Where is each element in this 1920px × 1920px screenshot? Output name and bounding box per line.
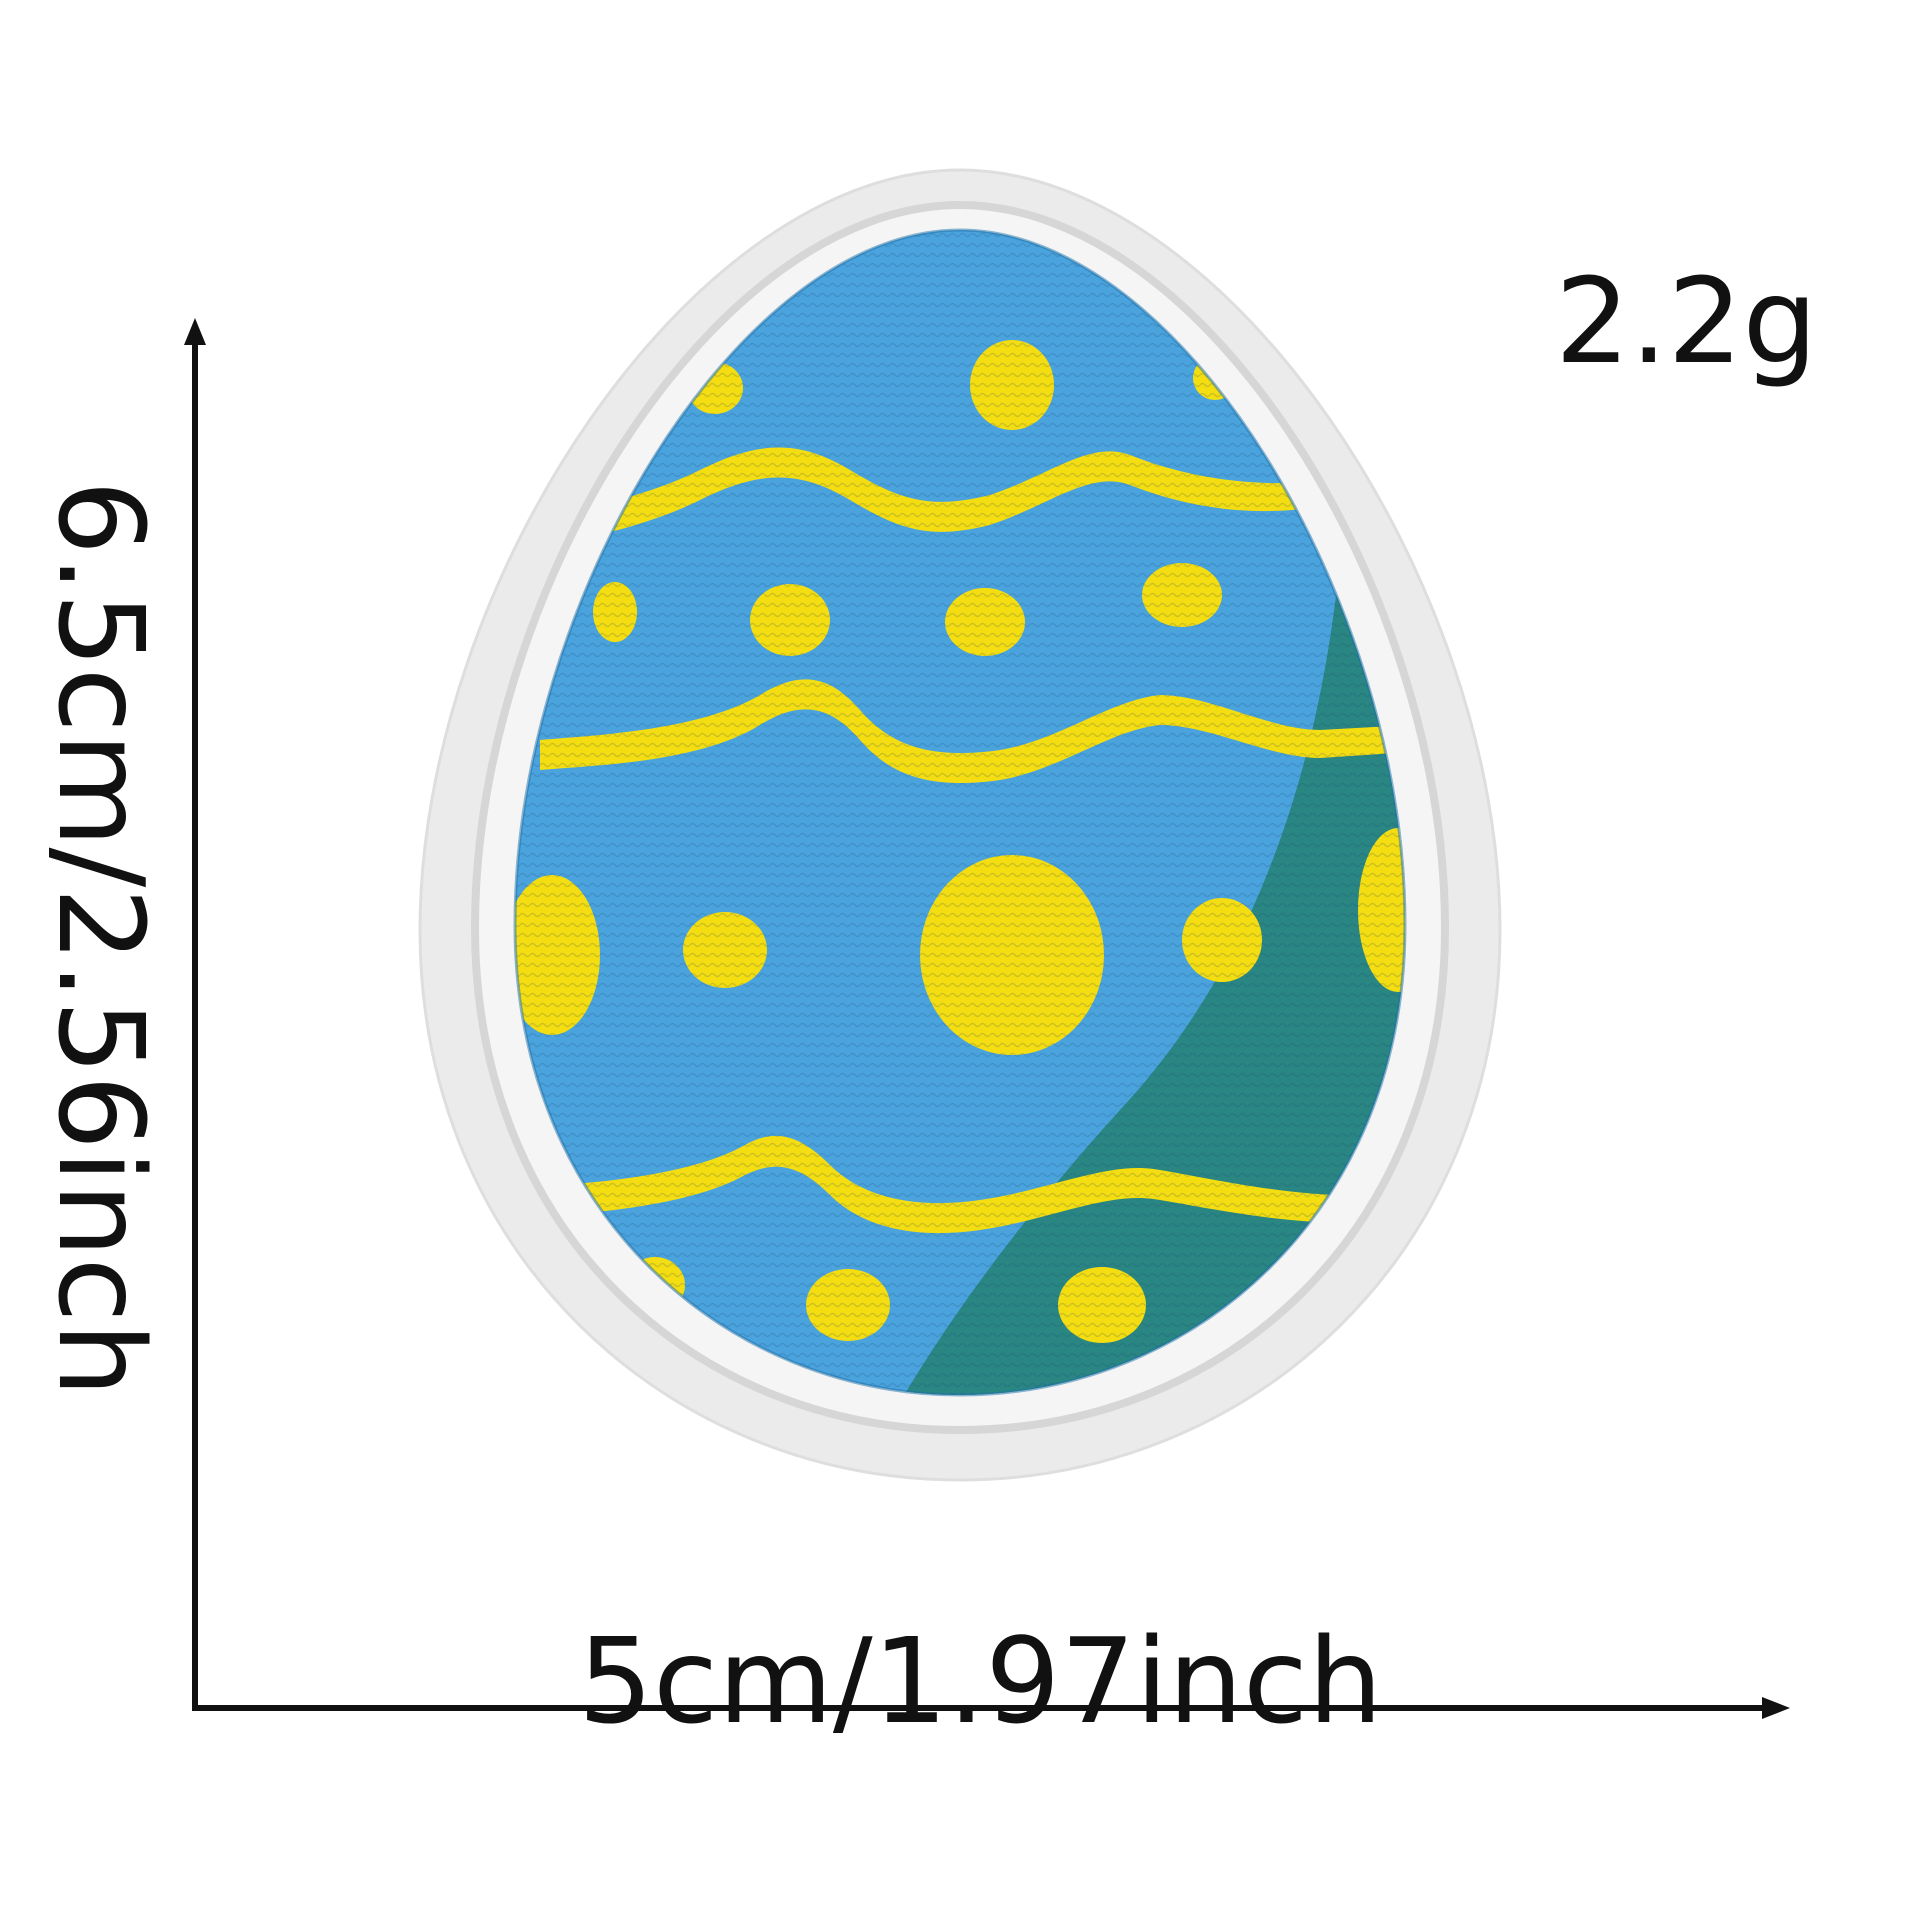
height-dimension-arrow	[184, 318, 206, 1708]
weight-label: 2.2g	[1555, 252, 1818, 390]
width-dimension-arrow	[192, 1697, 1790, 1719]
width-label: 5cm/1.97inch	[578, 1612, 1383, 1750]
height-label: 6.5cm/2.56inch	[32, 480, 170, 1398]
egg-body	[515, 230, 1405, 1395]
